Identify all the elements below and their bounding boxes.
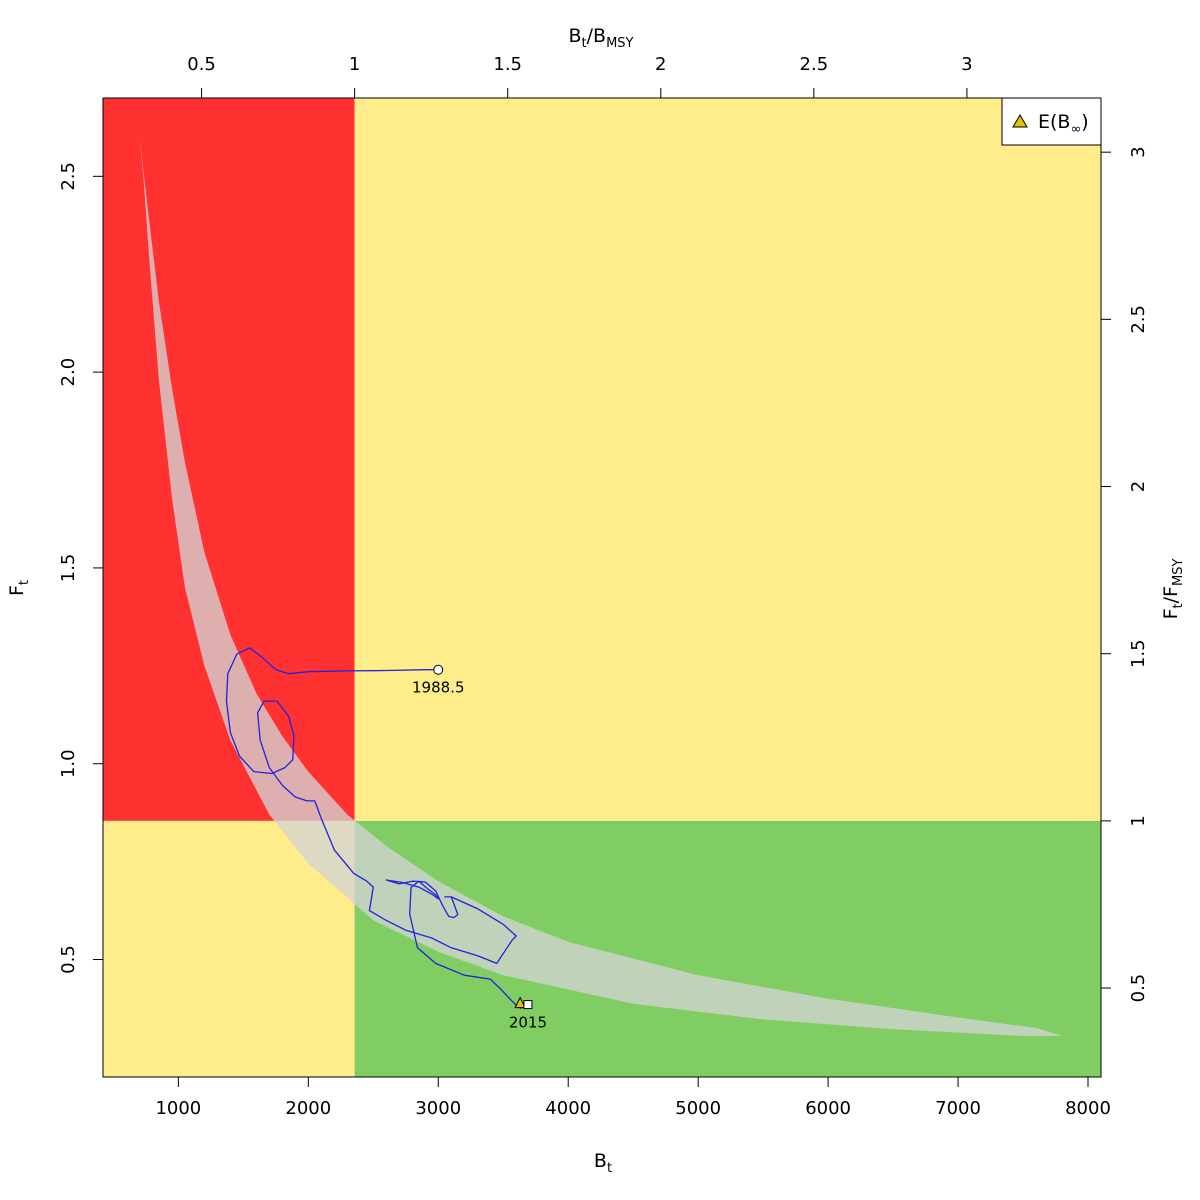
left-axis-title: Ft — [6, 580, 32, 596]
legend-label: E(B∞) — [1038, 111, 1089, 137]
top-axis: 0.5 1 1.5 2 2.5 3 — [187, 54, 973, 98]
right-axis-tick-label: 2 — [1128, 481, 1149, 492]
expected-biomass-triangle — [514, 996, 526, 1009]
top-axis-tick-label: 2.5 — [800, 54, 829, 75]
left-axis-tick-label: 1.0 — [58, 749, 79, 778]
trajectory-series — [225, 647, 522, 1010]
bottom-axis-tick-label: 6000 — [805, 1098, 851, 1119]
bottom-axis-tick-label: 4000 — [545, 1098, 591, 1119]
zone-healthy-overfishing — [354, 98, 1101, 821]
bottom-axis-tick-label: 7000 — [935, 1098, 981, 1119]
start-point-circle — [433, 664, 444, 675]
legend-triangle-icon — [1012, 114, 1028, 128]
point-label-0: 1988.5 — [412, 679, 465, 697]
left-axis-tick-label: 2.5 — [58, 162, 79, 191]
bottom-axis: 1000 2000 3000 4000 5000 6000 7000 8000 — [155, 1077, 1111, 1119]
end-point-square — [523, 1000, 533, 1010]
right-axis: 0.5 1 1.5 2 2.5 3 — [1101, 146, 1149, 1002]
legend: E(B∞) — [1001, 97, 1102, 146]
right-axis-tick-label: 0.5 — [1128, 974, 1149, 1003]
bottom-axis-tick-label: 1000 — [155, 1098, 201, 1119]
top-axis-title: Bt/BMSY — [568, 25, 633, 51]
right-axis-tick-label: 1 — [1128, 815, 1149, 826]
left-axis: 0.5 1.0 1.5 2.0 2.5 — [58, 162, 103, 974]
top-axis-tick-label: 1.5 — [493, 54, 522, 75]
top-axis-tick-label: 1 — [349, 54, 360, 75]
top-axis-tick-label: 0.5 — [187, 54, 216, 75]
top-axis-tick-label: 3 — [961, 54, 972, 75]
left-axis-tick-label: 2.0 — [58, 358, 79, 387]
bottom-axis-tick-label: 5000 — [675, 1098, 721, 1119]
right-axis-title: Ft/FMSY — [1160, 559, 1186, 620]
bottom-axis-tick-label: 2000 — [285, 1098, 331, 1119]
point-label-1: 2015 — [509, 1014, 547, 1032]
right-axis-tick-label: 2.5 — [1128, 305, 1149, 334]
trajectory-line-0 — [225, 647, 522, 1010]
bottom-axis-tick-label: 8000 — [1065, 1098, 1111, 1119]
left-axis-tick-label: 1.5 — [58, 554, 79, 583]
plot-frame — [102, 97, 1102, 1078]
left-axis-tick-label: 0.5 — [58, 945, 79, 974]
status-zones — [103, 98, 1101, 1077]
bottom-axis-tick-label: 3000 — [415, 1098, 461, 1119]
right-axis-tick-label: 1.5 — [1128, 639, 1149, 668]
right-axis-tick-label: 3 — [1128, 146, 1149, 157]
bottom-axis-title: Bt — [594, 1150, 612, 1176]
trajectory-markers: 1988.5 2015 — [412, 664, 547, 1032]
top-axis-tick-label: 2 — [655, 54, 666, 75]
